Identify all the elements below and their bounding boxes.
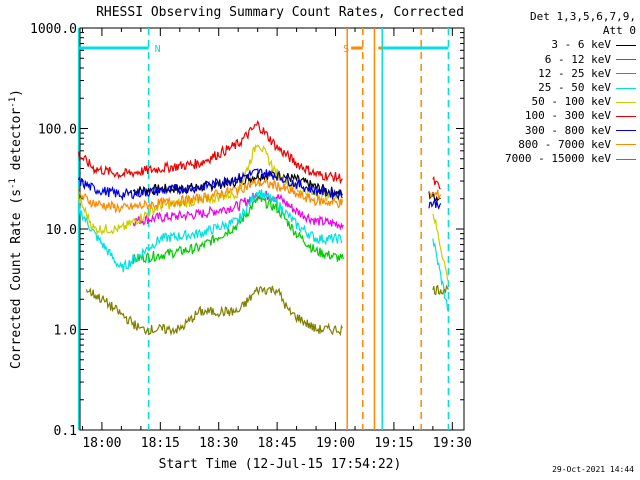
series-line <box>85 284 449 337</box>
legend-header-1: Det 1,3,5,6,7,9, <box>530 10 636 23</box>
legend-item: 800 - 7000 keV <box>486 138 636 152</box>
x-tick-label: 18:00 <box>82 436 121 451</box>
legend: Det 1,3,5,6,7,9, Att 0 3 - 6 keV 6 - 12 k… <box>486 10 636 166</box>
legend-label: 6 - 12 keV <box>544 52 611 66</box>
y-tick-label: 100.0 <box>38 123 77 138</box>
legend-label: 800 - 7000 keV <box>518 137 611 151</box>
y-tick-label: 0.1 <box>54 424 77 439</box>
x-tick-label: 19:00 <box>316 436 355 451</box>
series-line <box>78 168 442 210</box>
legend-swatch <box>616 144 636 146</box>
legend-item: 7000 - 15000 keV <box>486 152 636 166</box>
series-line <box>78 120 441 190</box>
legend-swatch <box>616 87 636 89</box>
x-tick-label: 18:45 <box>258 436 297 451</box>
legend-item: 25 - 50 keV <box>486 81 636 95</box>
legend-item: 6 - 12 keV <box>486 53 636 67</box>
interval-lines <box>77 28 450 430</box>
legend-swatch <box>616 130 636 132</box>
legend-label: 12 - 25 keV <box>538 66 611 80</box>
legend-swatch <box>616 59 636 61</box>
series-line <box>132 168 441 202</box>
y-axis-label: Corrected Count Rate (s-1 detector-1) <box>8 89 24 369</box>
x-tick-label: 18:15 <box>141 436 180 451</box>
legend-swatch <box>616 116 636 118</box>
legend-swatch <box>616 158 636 160</box>
legend-header-2: Att 0 <box>602 24 636 38</box>
legend-item: 300 - 800 keV <box>486 124 636 138</box>
series-lines <box>78 120 449 337</box>
x-axis-label: Start Time (12-Jul-15 17:54:22) <box>159 457 402 472</box>
legend-label: 50 - 100 keV <box>531 95 611 109</box>
timestamp: 29-Oct-2021 14:44 <box>552 465 634 474</box>
legend-label: 25 - 50 keV <box>538 81 611 95</box>
y-tick-labels: 0.1 1.0 10.0 100.0 1000.0 <box>30 22 77 439</box>
legend-item: 3 - 6 keV <box>486 38 636 52</box>
legend-item: 50 - 100 keV <box>486 95 636 109</box>
flag-label: S <box>343 44 349 55</box>
x-tick-label: 18:30 <box>199 436 238 451</box>
plot-frame <box>79 27 465 431</box>
flag-label: N <box>155 44 161 55</box>
y-tick-label: 1.0 <box>54 324 77 339</box>
legend-swatch <box>616 45 636 46</box>
legend-label: 100 - 300 keV <box>524 109 611 123</box>
legend-label: 7000 - 15000 keV <box>505 152 611 166</box>
legend-label: 3 - 6 keV <box>551 38 611 52</box>
series-line <box>78 144 449 282</box>
tick-marks <box>80 28 464 431</box>
legend-swatch <box>616 101 636 103</box>
chart-title: RHESSI Observing Summary Count Rates, Co… <box>96 5 464 20</box>
x-tick-labels: 18:00 18:15 18:30 18:45 19:00 19:15 19:30 <box>82 436 472 451</box>
y-tick-label: 1000.0 <box>30 22 77 37</box>
x-tick-label: 19:30 <box>433 436 472 451</box>
legend-swatch <box>616 73 636 75</box>
y-tick-label: 10.0 <box>46 223 77 238</box>
legend-label: 300 - 800 keV <box>524 123 611 137</box>
legend-item: 12 - 25 keV <box>486 67 636 81</box>
series-line <box>132 190 344 231</box>
legend-item: 100 - 300 keV <box>486 109 636 123</box>
series-line <box>78 177 442 214</box>
x-tick-label: 19:15 <box>374 436 413 451</box>
series-line <box>78 189 449 313</box>
